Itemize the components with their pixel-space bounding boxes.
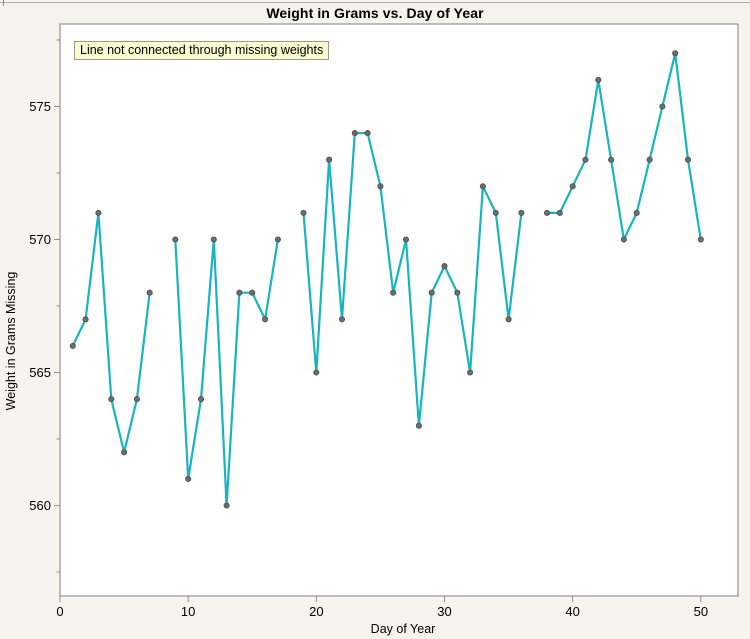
data-point-day-4[interactable] <box>108 396 115 403</box>
window-edge-fragment <box>3 0 4 6</box>
data-point-day-40[interactable] <box>569 183 576 190</box>
data-point-day-46[interactable] <box>646 156 653 163</box>
data-point-day-2[interactable] <box>82 316 89 323</box>
y-axis-title: Weight in Grams Missing <box>4 271 18 411</box>
data-point-day-7[interactable] <box>146 289 153 296</box>
data-point-day-41[interactable] <box>582 156 589 163</box>
x-axis-title: Day of Year <box>370 622 436 636</box>
y-tick-label: 570 <box>29 232 51 247</box>
data-point-day-24[interactable] <box>364 130 371 137</box>
data-point-day-17[interactable] <box>274 236 281 243</box>
data-point-day-31[interactable] <box>454 289 461 296</box>
data-point-day-38[interactable] <box>543 209 551 216</box>
data-point-day-48[interactable] <box>672 50 679 57</box>
data-point-day-3[interactable] <box>95 209 102 216</box>
plot-area[interactable] <box>59 23 739 597</box>
data-point-day-11[interactable] <box>197 396 205 403</box>
data-point-day-5[interactable] <box>121 449 128 456</box>
data-point-day-12[interactable] <box>210 236 217 243</box>
y-tick-label: 560 <box>29 498 51 513</box>
data-point-day-23[interactable] <box>351 130 358 137</box>
data-point-day-36[interactable] <box>518 209 525 216</box>
data-point-day-15[interactable] <box>249 289 256 296</box>
data-point-day-22[interactable] <box>338 316 346 323</box>
data-point-day-28[interactable] <box>415 422 422 429</box>
data-point-day-29[interactable] <box>428 289 435 296</box>
data-point-day-13[interactable] <box>223 502 230 509</box>
data-point-day-1[interactable] <box>69 342 76 349</box>
x-tick-label: 40 <box>565 604 579 619</box>
data-point-day-25[interactable] <box>377 183 384 190</box>
data-point-day-50[interactable] <box>697 236 704 243</box>
data-point-day-26[interactable] <box>390 289 397 296</box>
data-point-day-34[interactable] <box>492 209 499 216</box>
data-point-day-35[interactable] <box>505 316 512 323</box>
x-tick-label: 30 <box>437 604 451 619</box>
data-point-day-6[interactable] <box>133 396 140 403</box>
x-tick-label: 0 <box>56 604 63 619</box>
data-point-day-44[interactable] <box>620 236 627 243</box>
annotation-note: Line not connected through missing weigh… <box>74 41 330 60</box>
data-point-day-42[interactable] <box>595 76 602 83</box>
data-point-day-49[interactable] <box>684 156 692 163</box>
data-point-day-30[interactable] <box>441 263 448 270</box>
data-point-day-14[interactable] <box>236 289 243 296</box>
x-tick-label: 10 <box>181 604 195 619</box>
data-point-day-27[interactable] <box>402 236 410 243</box>
x-tick-label: 20 <box>309 604 323 619</box>
data-point-day-10[interactable] <box>185 475 192 482</box>
data-point-day-16[interactable] <box>262 316 269 323</box>
data-point-day-32[interactable] <box>467 369 474 376</box>
data-point-day-47[interactable] <box>659 103 666 110</box>
data-point-day-39[interactable] <box>556 209 563 216</box>
series-line-segment <box>302 132 523 427</box>
data-point-day-9[interactable] <box>172 236 179 243</box>
data-point-day-33[interactable] <box>479 183 486 190</box>
y-tick-label: 565 <box>29 365 51 380</box>
data-point-day-20[interactable] <box>313 369 320 376</box>
data-point-day-21[interactable] <box>326 156 333 163</box>
window-top-rule <box>0 2 750 3</box>
data-point-day-45[interactable] <box>633 209 640 216</box>
page-title: Weight in Grams vs. Day of Year <box>266 5 484 21</box>
x-tick-label: 50 <box>694 604 708 619</box>
y-tick-label: 575 <box>29 99 51 114</box>
data-point-day-19[interactable] <box>300 209 307 216</box>
data-point-day-43[interactable] <box>608 156 615 163</box>
